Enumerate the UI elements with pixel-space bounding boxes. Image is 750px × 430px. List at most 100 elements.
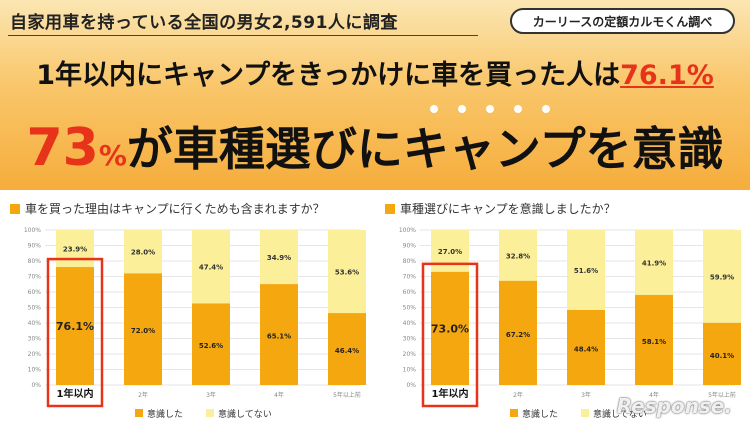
y-tick-label: 0% [31,382,41,389]
headline-primary-text: 1年以内にキャンプをきっかけに車を買った人は [36,60,621,91]
headline-primary-value: 76.1% [620,60,714,91]
y-tick-label: 20% [403,351,417,358]
chart-purchase-reason: 車を買った理由はキャンプに行くためも含まれますか？ 0% 10% 20% 30% 40%… [0,190,375,430]
legend-label: 意識してない [218,408,272,420]
bar-segment-bottom [328,313,366,385]
x-tick-label: 3年 [206,391,216,399]
chart-vehicle-choice: 車種選びにキャンプを意識しましたか？ 0% 10% 20% 30% 40% 50% 60% 7… [375,190,750,430]
y-tick-label: 10% [28,367,42,374]
legend-label: 意識した [522,408,558,420]
data-label-top: 47.4% [199,264,223,272]
survey-description: 自家用車を持っている全国の男女2,591人に調査 [10,13,398,33]
y-tick-label: 30% [28,336,42,343]
data-label-top: 41.9% [642,259,666,267]
bar-segment-bottom [56,267,94,385]
data-label-bottom: 40.1% [710,352,734,360]
data-label-bottom: 58.1% [642,338,666,346]
emphasis-dots [430,105,550,113]
bar-segment-bottom [260,284,298,385]
chart-title: 車を買った理由はキャンプに行くためも含まれますか？ [10,200,325,217]
legend-swatch [206,409,214,417]
legend-swatch [510,409,518,417]
bar-segment-top [260,230,298,285]
legend-swatch [581,409,589,417]
y-tick-label: 30% [403,336,417,343]
chart-plot: 0% 10% 20% 30% 40% 50% 60% 70% 80% 90% 100% 73.0% 27… [399,227,741,420]
headline-secondary-value: 73 [26,118,99,178]
bar-segment-top [567,230,605,310]
bar-segment-bottom [567,309,605,385]
bar-segment-top [192,230,230,304]
y-tick-label: 80% [28,258,42,265]
y-tick-label: 90% [403,243,417,250]
y-tick-label: 70% [403,274,417,281]
data-label-bottom: 76.1% [56,320,94,333]
headline-secondary: 73%が車種選びにキャンプを意識 [0,113,750,179]
data-label-top: 34.9% [267,254,291,262]
data-label-top: 27.0% [438,248,462,256]
y-tick-label: 50% [28,305,42,312]
data-label-top: 51.6% [574,267,598,275]
headline-secondary-text: が車種選びにキャンプを意識 [126,122,724,176]
data-label-bottom: 73.0% [431,322,469,335]
x-tick-label: 1年以内 [432,387,469,400]
data-label-top: 59.9% [710,273,734,281]
y-tick-label: 40% [28,320,42,327]
bar-segment-top [703,230,741,323]
headline-primary: 1年以内にキャンプをきっかけに車を買った人は76.1% [0,53,750,92]
data-label-top: 32.8% [506,252,530,260]
x-tick-label: 4年 [649,391,659,399]
data-label-top: 23.9% [63,246,87,254]
data-label-top: 28.0% [131,249,155,257]
legend-label: 意識してない [593,408,647,420]
bar-segment-top [56,230,94,268]
y-tick-label: 10% [403,367,417,374]
y-tick-label: 60% [28,289,42,296]
bar-segment-bottom [499,280,537,385]
bar-segment-top [124,230,162,274]
x-tick-label: 2年 [138,391,148,399]
data-label-bottom: 48.4% [574,345,598,353]
y-tick-label: 50% [403,305,417,312]
highlight-frame [421,262,479,408]
x-tick-label: 5年以上前 [708,391,736,399]
y-tick-label: 0% [406,382,416,389]
y-tick-label: 90% [28,243,42,250]
bar-segment-top [328,230,366,314]
chart-title: 車種選びにキャンプを意識しましたか？ [385,200,616,217]
bar-segment-bottom [124,273,162,385]
y-tick-label: 60% [403,289,417,296]
header-banner: 自家用車を持っている全国の男女2,591人に調査 カーリースの定額カルモくん調べ… [0,0,750,190]
x-tick-label: 5年以上前 [333,391,361,399]
bar-segment-top [499,230,537,281]
bar-segment-bottom [431,271,469,385]
y-tick-label: 40% [403,320,417,327]
data-label-bottom: 46.4% [335,347,359,355]
legend-label: 意識した [147,408,183,420]
title-marker-icon [385,204,395,214]
title-marker-icon [10,204,20,214]
chart-plot: 0% 10% 20% 30% 40% 50% 60% 70% 80% 90% 100% 76.1% 23… [24,227,366,420]
y-tick-label: 80% [403,258,417,265]
x-tick-label: 3年 [581,391,591,399]
x-tick-label: 2年 [513,391,523,399]
y-tick-label: 100% [399,227,416,234]
bar-segment-bottom [635,294,673,385]
data-label-bottom: 52.6% [199,342,223,350]
data-label-bottom: 65.1% [267,333,291,341]
source-badge: カーリースの定額カルモくん調べ [510,8,735,34]
x-tick-label: 1年以内 [57,387,94,400]
data-label-bottom: 67.2% [506,331,530,339]
legend-swatch [135,409,143,417]
response-logo: Response. [616,394,732,418]
bar-segment-bottom [703,322,741,385]
y-tick-label: 100% [24,227,41,234]
y-tick-label: 20% [28,351,42,358]
y-tick-label: 70% [28,274,42,281]
bar-segment-top [635,230,673,295]
headline-secondary-unit: % [98,139,127,172]
survey-underline [8,35,478,36]
data-label-bottom: 72.0% [131,327,155,335]
x-tick-label: 4年 [274,391,284,399]
data-label-top: 53.6% [335,269,359,277]
